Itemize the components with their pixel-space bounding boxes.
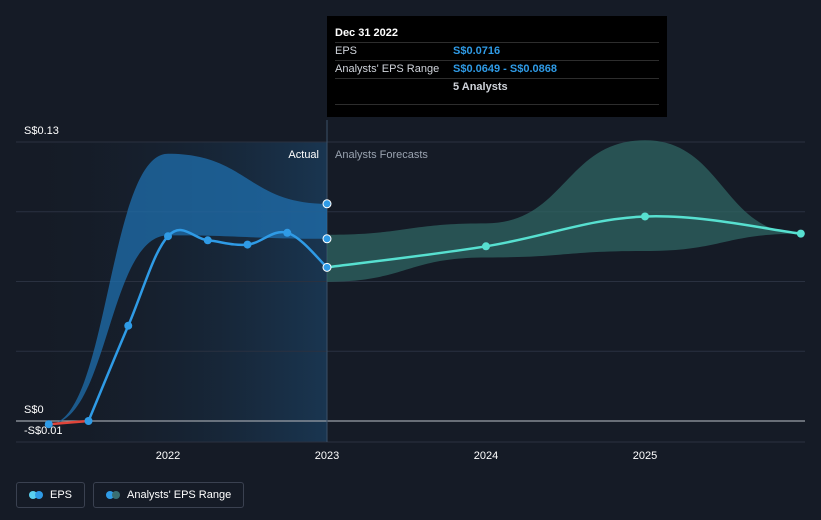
tooltip-analysts-label: [335, 79, 453, 96]
legend-item-eps-range[interactable]: Analysts' EPS Range: [93, 482, 245, 508]
forecast-point-0: [482, 242, 490, 251]
eps-point-1: [84, 417, 93, 425]
tooltip-date: Dec 31 2022: [335, 27, 398, 39]
tooltip-row-range: Analysts' EPS Range S$0.0649 - S$0.0868: [335, 60, 659, 78]
range-point-0: [322, 199, 332, 209]
y-tick-label-top: S$0.13: [24, 125, 59, 137]
x-tick-label-2025: 2025: [633, 450, 657, 462]
series-points: [44, 199, 805, 429]
eps-point-0: [44, 420, 53, 429]
eps-point-5: [243, 240, 252, 249]
legend-range-label: Analysts' EPS Range: [127, 489, 232, 501]
legend-item-eps[interactable]: EPS: [16, 482, 86, 508]
x-tick-label-2023: 2023: [315, 450, 339, 462]
eps-point-2: [124, 321, 133, 330]
legend-eps-label: EPS: [50, 489, 73, 501]
tooltip-range-value: S$0.0649 - S$0.0868: [453, 63, 557, 75]
legend-range-swatch-icon: [106, 491, 121, 499]
eps-point-6: [283, 228, 292, 237]
chart-legend: EPS Analysts' EPS Range: [16, 482, 245, 508]
eps-point-7: [322, 262, 332, 272]
eps-point-3: [164, 232, 172, 241]
forecast-range-area: [327, 140, 801, 282]
y-tick-label-zero: S$0: [24, 404, 44, 416]
eps-point-4: [203, 236, 212, 245]
tooltip-row-analysts: 5 Analysts: [335, 78, 659, 96]
forecast-eps-line: [326, 215, 801, 269]
range-areas: [48, 140, 801, 425]
tooltip-eps-value: S$0.0716: [453, 45, 501, 57]
data-tooltip: Dec 31 2022 EPS S$0.0716 Analysts' EPS R…: [327, 16, 667, 117]
tooltip-analysts-count: 5 Analysts: [453, 81, 508, 93]
axis-labels: S$0.13 S$0 -S$0.01 2022 2023 2024 2025 Actual An…: [24, 125, 657, 462]
forecast-section-label: Analysts Forecasts: [335, 149, 428, 161]
x-tick-label-2022: 2022: [156, 450, 180, 462]
legend-eps-swatch-icon: [29, 491, 43, 499]
x-tick-label-2024: 2024: [474, 450, 498, 462]
forecast-point-1: [641, 212, 649, 221]
tooltip-row-eps: EPS S$0.0716: [335, 42, 659, 60]
y-tick-label-negative: -S$0.01: [24, 425, 63, 437]
tooltip-eps-label: EPS: [335, 45, 358, 57]
actual-section-label: Actual: [288, 149, 319, 161]
tooltip-range-label: Analysts' EPS Range: [335, 63, 440, 75]
range-point-1: [322, 234, 332, 244]
tooltip-divider: [335, 104, 659, 105]
eps-history-range-area: [48, 153, 327, 425]
forecast-point-2: [796, 229, 805, 238]
